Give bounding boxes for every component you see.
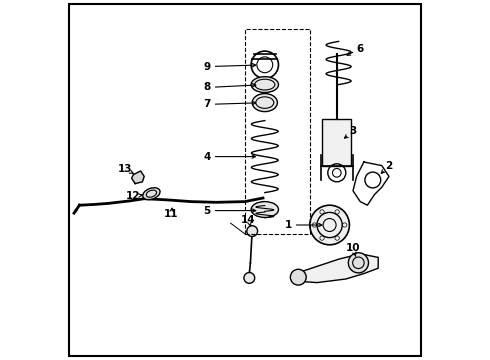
Text: 2: 2 — [385, 161, 392, 171]
Bar — [245, 29, 310, 234]
Circle shape — [348, 253, 368, 273]
Circle shape — [247, 226, 258, 237]
Text: 12: 12 — [126, 191, 141, 201]
Ellipse shape — [252, 94, 277, 112]
Polygon shape — [292, 254, 378, 283]
Text: 14: 14 — [241, 215, 256, 225]
Polygon shape — [132, 171, 144, 184]
Text: 5: 5 — [203, 206, 211, 216]
Text: 9: 9 — [204, 62, 211, 72]
Text: 4: 4 — [203, 152, 211, 162]
Text: 3: 3 — [349, 126, 357, 136]
Text: 7: 7 — [203, 99, 211, 109]
Text: 11: 11 — [164, 209, 178, 219]
Circle shape — [244, 273, 255, 283]
Circle shape — [310, 205, 349, 245]
Text: 10: 10 — [346, 243, 360, 253]
Text: 6: 6 — [357, 44, 364, 54]
Circle shape — [291, 269, 306, 285]
Text: 1: 1 — [285, 220, 292, 230]
Text: 8: 8 — [203, 82, 211, 93]
Ellipse shape — [143, 188, 160, 199]
Ellipse shape — [251, 202, 278, 217]
Bar — [322, 119, 351, 166]
Text: 13: 13 — [118, 164, 133, 174]
Ellipse shape — [251, 77, 278, 93]
